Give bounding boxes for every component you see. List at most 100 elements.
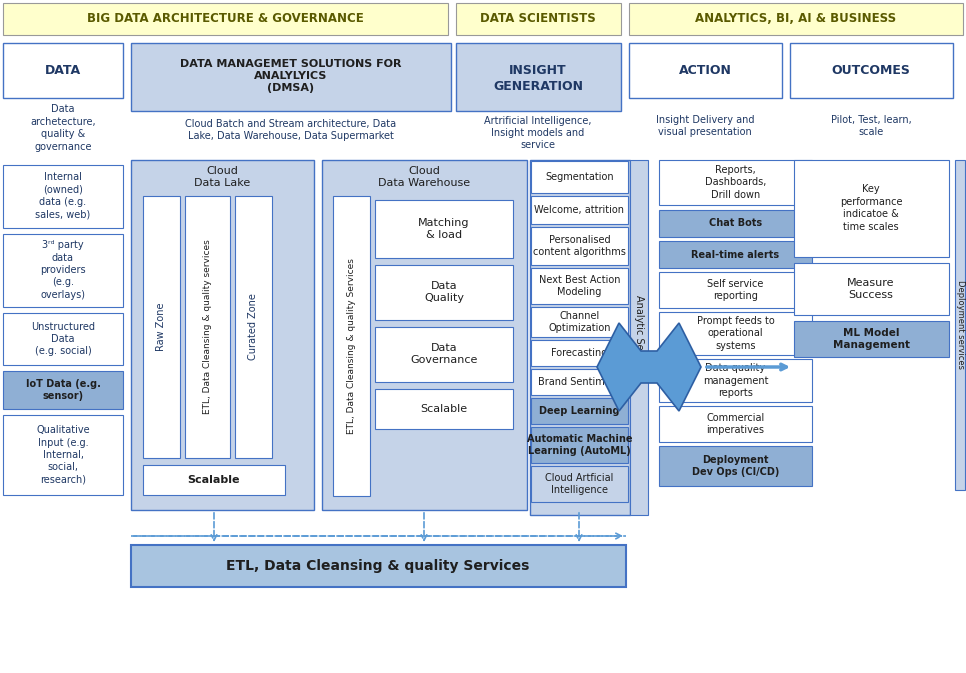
Bar	[3, 234, 123, 307]
Bar	[3, 415, 123, 495]
Text: Prompt feeds to
operational
systems: Prompt feeds to operational systems	[696, 316, 775, 351]
Text: 3ʳᵈ party
data
providers
(e.g.
overlays): 3ʳᵈ party data providers (e.g. overlays)	[41, 240, 86, 299]
Text: Forecasting: Forecasting	[552, 348, 608, 358]
Text: Pilot, Test, learn,
scale: Pilot, Test, learn, scale	[831, 115, 911, 137]
Bar	[629, 43, 782, 98]
Text: DATA: DATA	[45, 63, 81, 77]
Text: ETL, Data Cleansing & quality Services: ETL, Data Cleansing & quality Services	[226, 559, 529, 573]
Text: ML Model
Management: ML Model Management	[833, 328, 910, 350]
Text: Automatic Machine
Learning (AutoML): Automatic Machine Learning (AutoML)	[526, 434, 633, 456]
Text: Internal
(owned)
data (e.g.
sales, web): Internal (owned) data (e.g. sales, web)	[36, 172, 91, 219]
Bar	[3, 43, 123, 98]
Bar	[794, 321, 949, 357]
Text: DATA MANAGEMET SOLUTIONS FOR
ANALYLYICS
(DMSA): DATA MANAGEMET SOLUTIONS FOR ANALYLYICS …	[181, 59, 402, 94]
Text: Scalable: Scalable	[420, 404, 468, 414]
Text: Scalable: Scalable	[187, 475, 241, 485]
Bar	[531, 466, 628, 502]
Bar	[375, 327, 513, 382]
Text: BIG DATA ARCHITECTURE & GOVERNANCE: BIG DATA ARCHITECTURE & GOVERNANCE	[87, 13, 363, 26]
Bar	[143, 465, 285, 495]
Text: Deep Learning: Deep Learning	[539, 406, 620, 416]
Bar	[955, 160, 965, 490]
Text: Deployment
Dev Ops (CI/CD): Deployment Dev Ops (CI/CD)	[692, 455, 780, 477]
Text: Brand Sentiment: Brand Sentiment	[538, 377, 621, 387]
Text: Key
performance
indicatoe &
time scales: Key performance indicatoe & time scales	[839, 184, 902, 232]
Bar	[322, 160, 527, 510]
Text: Real-time alerts: Real-time alerts	[692, 250, 780, 260]
Text: Cloud
Data Warehouse: Cloud Data Warehouse	[378, 166, 470, 188]
Text: Insight Delivery and
visual presentation: Insight Delivery and visual presentation	[656, 115, 754, 137]
Text: Cloud Batch and Stream architecture, Data
Lake, Data Warehouse, Data Supermarket: Cloud Batch and Stream architecture, Dat…	[185, 119, 397, 141]
Text: Data
Quality: Data Quality	[424, 281, 464, 304]
Bar	[3, 3, 448, 35]
Bar	[531, 427, 628, 463]
Bar	[143, 196, 180, 458]
Text: Cloud Artficial
Intelligence: Cloud Artficial Intelligence	[546, 473, 613, 495]
Bar	[659, 312, 812, 355]
Bar	[659, 446, 812, 486]
Bar	[531, 307, 628, 337]
Bar	[235, 196, 272, 458]
Text: Self service
reporting: Self service reporting	[707, 279, 764, 302]
Bar	[375, 200, 513, 258]
Bar	[659, 359, 812, 402]
Bar	[530, 160, 630, 515]
Text: Cloud
Data Lake: Cloud Data Lake	[194, 166, 250, 188]
Text: Segmentation: Segmentation	[545, 172, 613, 182]
Text: Curated Zone: Curated Zone	[248, 293, 258, 361]
Bar	[131, 43, 451, 111]
Bar	[333, 196, 370, 496]
Text: Commercial
imperatives: Commercial imperatives	[706, 413, 765, 435]
Text: Deployment services: Deployment services	[955, 281, 964, 369]
Text: INSIGHT
GENERATION: INSIGHT GENERATION	[493, 63, 583, 92]
Bar	[375, 389, 513, 429]
Bar	[659, 272, 812, 308]
Bar	[794, 160, 949, 257]
Text: ANALYTICS, BI, AI & BUSINESS: ANALYTICS, BI, AI & BUSINESS	[696, 13, 896, 26]
Text: Chat Bots: Chat Bots	[709, 219, 762, 229]
Text: Analytic Services: Analytic Services	[634, 295, 644, 379]
Bar	[131, 545, 626, 587]
Text: Next Best Action
Modeling: Next Best Action Modeling	[539, 275, 620, 297]
Text: Channel
Optimization: Channel Optimization	[549, 311, 611, 333]
Bar	[531, 398, 628, 424]
Bar	[456, 43, 621, 111]
Text: Data
Governance: Data Governance	[411, 343, 478, 365]
Text: ETL, Data Cleansing & quality Services: ETL, Data Cleansing & quality Services	[347, 258, 355, 434]
Bar	[659, 160, 812, 205]
Bar	[531, 268, 628, 304]
Text: OUTCOMES: OUTCOMES	[832, 63, 910, 77]
Text: Reports,
Dashboards,
Drill down: Reports, Dashboards, Drill down	[705, 165, 766, 200]
Bar	[531, 196, 628, 224]
Bar	[375, 265, 513, 320]
Text: DATA SCIENTISTS: DATA SCIENTISTS	[480, 13, 596, 26]
Bar	[659, 210, 812, 237]
Text: Unstructured
Data
(e.g. social): Unstructured Data (e.g. social)	[31, 322, 95, 357]
Bar	[790, 43, 953, 98]
Bar	[794, 263, 949, 315]
Bar	[531, 340, 628, 366]
Text: Artrificial Intelligence,
Insight models and
service: Artrificial Intelligence, Insight models…	[484, 116, 592, 150]
Text: Welcome, attrition: Welcome, attrition	[534, 205, 624, 215]
Text: ETL, Data Cleansing & quality services: ETL, Data Cleansing & quality services	[203, 240, 212, 415]
Bar	[3, 313, 123, 365]
Text: ACTION: ACTION	[678, 63, 731, 77]
Bar	[185, 196, 230, 458]
Text: Measure
Success: Measure Success	[847, 278, 895, 300]
Bar	[531, 227, 628, 265]
Bar	[131, 160, 314, 510]
Text: Qualitative
Input (e.g.
Internal,
social,
research): Qualitative Input (e.g. Internal, social…	[36, 425, 90, 485]
Bar	[456, 3, 621, 35]
Text: Matching
& load: Matching & load	[418, 218, 469, 240]
Polygon shape	[597, 323, 701, 411]
Bar	[3, 371, 123, 409]
Text: Data quality
management
reports: Data quality management reports	[702, 363, 768, 398]
Text: Data
archetecture,
quality &
governance: Data archetecture, quality & governance	[30, 104, 96, 151]
Text: Personalised
content algorithms: Personalised content algorithms	[533, 235, 626, 257]
Bar	[3, 165, 123, 228]
Text: Raw Zone: Raw Zone	[156, 303, 166, 351]
Text: IoT Data (e.g.
sensor): IoT Data (e.g. sensor)	[25, 379, 100, 401]
Bar	[531, 161, 628, 193]
Bar	[531, 369, 628, 395]
Bar	[629, 3, 963, 35]
